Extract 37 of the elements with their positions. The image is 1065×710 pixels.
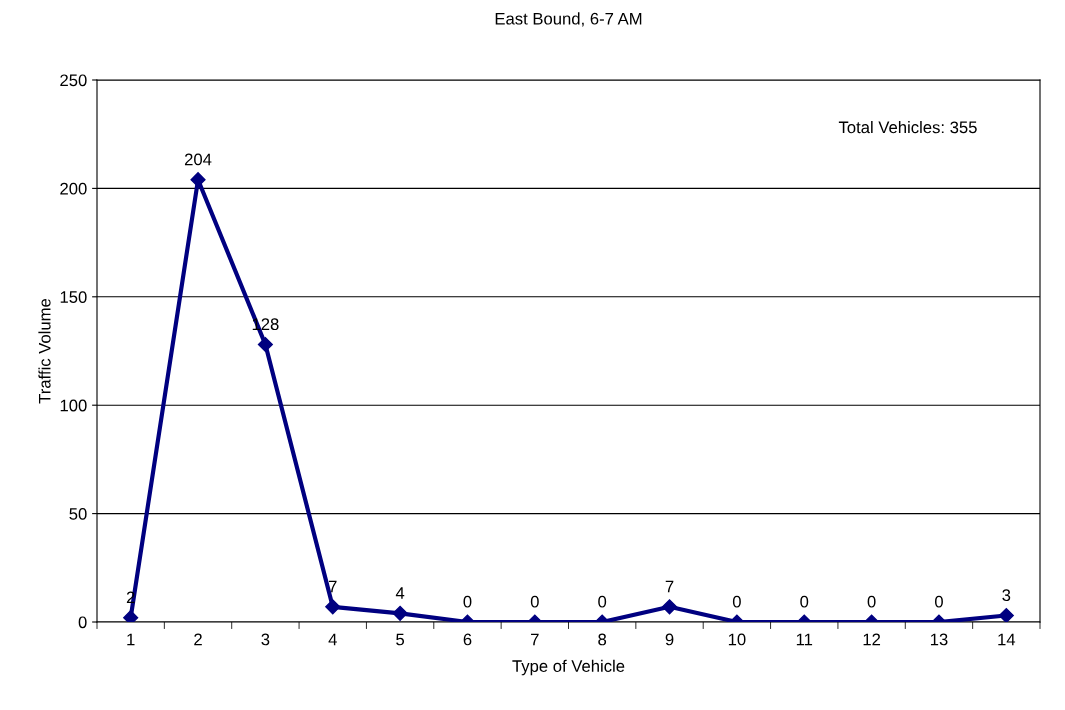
data-label: 0 (800, 595, 809, 608)
x-axis-title: Type of Vehicle (512, 659, 625, 676)
y-axis-title: Traffic Volume (38, 298, 51, 404)
y-tick-label: 250 (60, 74, 87, 87)
x-tick-label: 9 (665, 633, 674, 646)
x-tick-label: 4 (328, 633, 337, 646)
x-tick-label: 13 (930, 633, 948, 646)
y-tick-label: 150 (60, 291, 87, 303)
data-label: 0 (598, 595, 607, 608)
data-label: 204 (184, 153, 212, 166)
x-tick-label: 2 (194, 633, 202, 646)
point (257, 336, 273, 353)
data-label: 0 (732, 595, 741, 608)
y-tick-label: 100 (60, 399, 87, 412)
x-tick-label: 5 (396, 633, 405, 646)
y-tick-label: 50 (69, 508, 87, 520)
x-tick-label: 1 (127, 633, 135, 646)
x-tick-label: 3 (261, 633, 270, 646)
data-label: 0 (463, 595, 472, 608)
data-label: 4 (395, 587, 405, 599)
x-tick-label: 12 (863, 633, 881, 646)
x-tick-label: 7 (531, 633, 539, 646)
data-label: 7 (665, 580, 674, 593)
annotation: Total Vehicles: 355 (838, 121, 977, 134)
data-label: 0 (530, 595, 539, 608)
x-tick-label: 8 (598, 633, 607, 646)
data-label: 3 (1002, 589, 1011, 602)
x-tick-label: 10 (728, 633, 746, 646)
data-label: 0 (867, 595, 876, 608)
y-tick-label: 0 (78, 616, 87, 629)
data-label: 0 (934, 595, 943, 608)
x-tick-label: 11 (796, 633, 813, 646)
y-tick-label: 200 (60, 182, 87, 195)
data-label: 7 (328, 580, 337, 593)
x-tick-label: 14 (998, 633, 1016, 646)
chart-title: East Bound, 6-7 AM (495, 12, 642, 27)
x-tick-label: 6 (463, 633, 472, 646)
